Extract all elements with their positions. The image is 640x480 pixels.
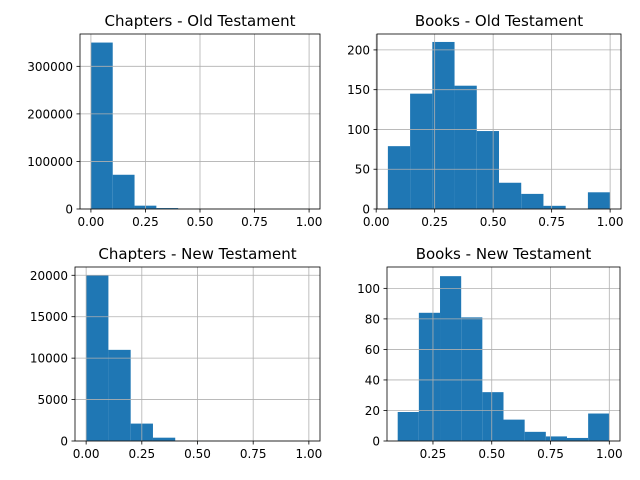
- y-tick-label: 15000: [30, 310, 68, 324]
- x-tick-label: 0.00: [363, 215, 390, 229]
- x-tick-label: 0.75: [538, 215, 565, 229]
- histogram-bar: [387, 146, 411, 209]
- y-tick-label: 10000: [30, 352, 68, 366]
- chart-title: Chapters - New Testament: [98, 245, 296, 263]
- histogram-bar: [503, 419, 525, 441]
- histogram-bar: [588, 413, 610, 441]
- subplot-books-new-testament: 0.25 0.50 0.75 1.00 0 20 40 60 80 100 Books - New …: [357, 245, 623, 461]
- y-tick-label: 40: [365, 373, 380, 387]
- chart-title: Books - New Testament: [416, 245, 592, 263]
- chart-title: Books - Old Testament: [415, 12, 583, 30]
- histogram-bar: [108, 349, 131, 441]
- axes-frame: [376, 33, 622, 210]
- x-tick-label: 1.00: [596, 447, 623, 461]
- histogram-bar: [397, 412, 419, 441]
- y-tick-label: 200: [347, 43, 370, 57]
- y-tick-label: 0: [60, 435, 68, 449]
- histogram-bar: [545, 436, 567, 441]
- histogram-bar: [112, 174, 135, 209]
- histogram-bar: [461, 317, 483, 441]
- histogram-bar: [521, 193, 544, 209]
- histogram-bar: [440, 276, 462, 441]
- x-tick-label: 1.00: [597, 215, 624, 229]
- x-tick-label: 0.25: [420, 447, 447, 461]
- y-tick-label: 200000: [27, 107, 73, 121]
- x-tick-label: 0.75: [241, 215, 268, 229]
- y-tick-label: 50: [355, 163, 370, 177]
- x-tick-label: 0.75: [240, 447, 267, 461]
- y-tick-label: 150: [347, 83, 370, 97]
- y-tick-label: 20000: [30, 269, 68, 283]
- subplot-books-old-testament: 0.00 0.25 0.50 0.75 1.00 0 50 100 150 200 Books - …: [347, 12, 623, 229]
- histogram-bar: [454, 85, 477, 209]
- histogram-bar: [543, 205, 566, 209]
- x-tick-label: 0.25: [421, 215, 448, 229]
- y-tick-label: 5000: [37, 393, 68, 407]
- y-tick-label: 80: [365, 312, 380, 326]
- x-tick-label: 1.00: [296, 447, 323, 461]
- y-tick-label: 0: [372, 435, 380, 449]
- histogram-bar: [587, 192, 611, 209]
- histogram-bar: [499, 182, 522, 209]
- y-tick-label: 100: [347, 123, 370, 137]
- axes-frame: [386, 266, 621, 442]
- x-tick-label: 0.25: [132, 215, 159, 229]
- subplot-chapters-old-testament: 0.00 0.25 0.50 0.75 1.00 0 100000 200000 300000 C…: [27, 12, 322, 229]
- histogram-bar: [482, 392, 504, 441]
- histogram-bar: [476, 131, 499, 209]
- y-tick-label: 0: [362, 203, 370, 217]
- histogram-bar: [524, 431, 546, 441]
- histogram-bar: [90, 42, 113, 209]
- histogram-bar: [566, 437, 589, 441]
- x-tick-label: 0.00: [78, 215, 105, 229]
- histogram-bar: [432, 41, 455, 209]
- histogram-bar: [152, 437, 176, 441]
- y-tick-label: 60: [365, 343, 380, 357]
- y-tick-label: 300000: [27, 60, 73, 74]
- x-tick-label: 0.50: [187, 215, 214, 229]
- subplot-chapters-new-testament: 0.00 0.25 0.50 0.75 1.00 0 5000 10000 15000 20000…: [30, 245, 322, 461]
- chart-title: Chapters - Old Testament: [105, 12, 296, 30]
- y-tick-label: 100000: [27, 155, 73, 169]
- x-tick-label: 0.75: [537, 447, 564, 461]
- x-tick-label: 0.50: [478, 447, 505, 461]
- y-tick-label: 100: [357, 282, 380, 296]
- histogram-bar: [156, 208, 179, 209]
- x-tick-label: 1.00: [296, 215, 323, 229]
- x-tick-label: 0.00: [73, 447, 100, 461]
- x-tick-label: 0.50: [480, 215, 507, 229]
- x-tick-label: 0.50: [184, 447, 211, 461]
- x-tick-label: 0.25: [128, 447, 155, 461]
- histogram-bar: [418, 312, 441, 441]
- y-tick-label: 0: [65, 203, 73, 217]
- y-tick-label: 20: [365, 404, 380, 418]
- histogram-bar: [410, 93, 433, 209]
